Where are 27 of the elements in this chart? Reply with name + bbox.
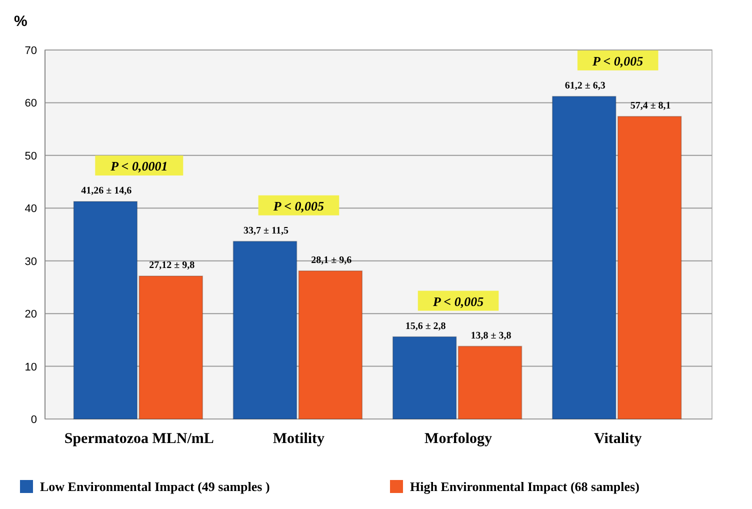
legend-label: Low Environmental Impact (49 samples ) [40,479,270,494]
annotation: P < 0,0001 [110,158,168,174]
annotation: P < 0,005 [592,53,644,68]
data-label: 57,4 ± 8,1 [630,100,671,112]
data-label: 61,2 ± 6,3 [564,80,606,92]
data-label: 41,26 ± 14,6 [81,186,132,196]
y-tick-label: 20 [24,308,37,321]
x-tick-label: Vitality [594,431,642,447]
y-tick-label: 30 [24,256,37,268]
data-label: 15,6 ± 2,8 [405,320,446,332]
data-label: 27,12 ± 9,8 [149,260,195,272]
y-tick-label: 40 [24,203,37,216]
y-axis-title: % [14,13,28,30]
annotation: P < 0,005 [273,198,325,214]
y-tick-label: 0 [30,414,37,426]
data-label: 33,7 ± 11,5 [244,225,288,236]
x-tick-label: Spermatozoa MLN/mL [64,431,214,447]
data-label: 28,1 ± 9,6 [311,254,352,266]
y-tick-label: 10 [24,361,37,374]
legend-label: High Environmental Impact (68 samples) [410,479,640,494]
data-label: 13,8 ± 3,8 [470,330,512,342]
annotation: P < 0,005 [432,294,484,309]
y-tick-label: 70 [24,45,37,57]
x-tick-label: Morfology [424,431,493,447]
y-tick-label: 60 [24,98,37,110]
y-tick-label: 50 [24,150,37,162]
x-tick-label: Motility [272,431,326,447]
